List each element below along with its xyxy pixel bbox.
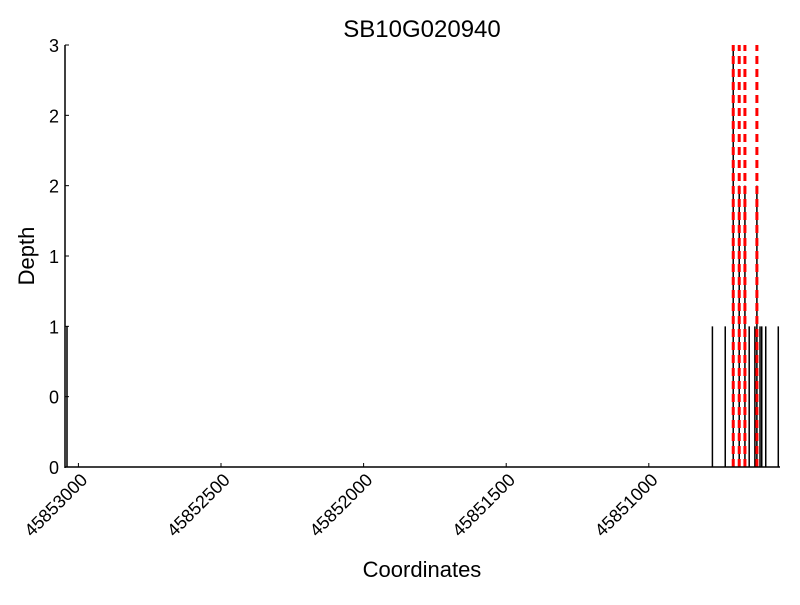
x-tick-label: 45853000 xyxy=(20,470,91,541)
bars-layer xyxy=(66,45,780,467)
x-tick-label: 45851000 xyxy=(591,470,662,541)
y-tick-label: 1 xyxy=(49,247,59,267)
y-tick-label: 3 xyxy=(49,36,59,56)
markers-layer xyxy=(731,45,759,467)
y-tick-label: 2 xyxy=(49,106,59,126)
y-tick-label: 2 xyxy=(49,177,59,197)
y-tick-label: 1 xyxy=(49,317,59,337)
y-axis-label: Depth xyxy=(14,227,39,286)
y-tick-label: 0 xyxy=(49,388,59,408)
x-tick-label: 45851500 xyxy=(448,470,519,541)
y-tick-label: 0 xyxy=(49,458,59,478)
x-tick-label: 45852500 xyxy=(163,470,234,541)
axes: 0 0 1 1 2 2 3 45853000 45852500 45852000 45851500 4… xyxy=(20,36,780,540)
x-axis-label: Coordinates xyxy=(363,557,482,582)
chart-title: SB10G020940 xyxy=(343,16,500,43)
x-tick-label: 45852000 xyxy=(306,470,377,541)
